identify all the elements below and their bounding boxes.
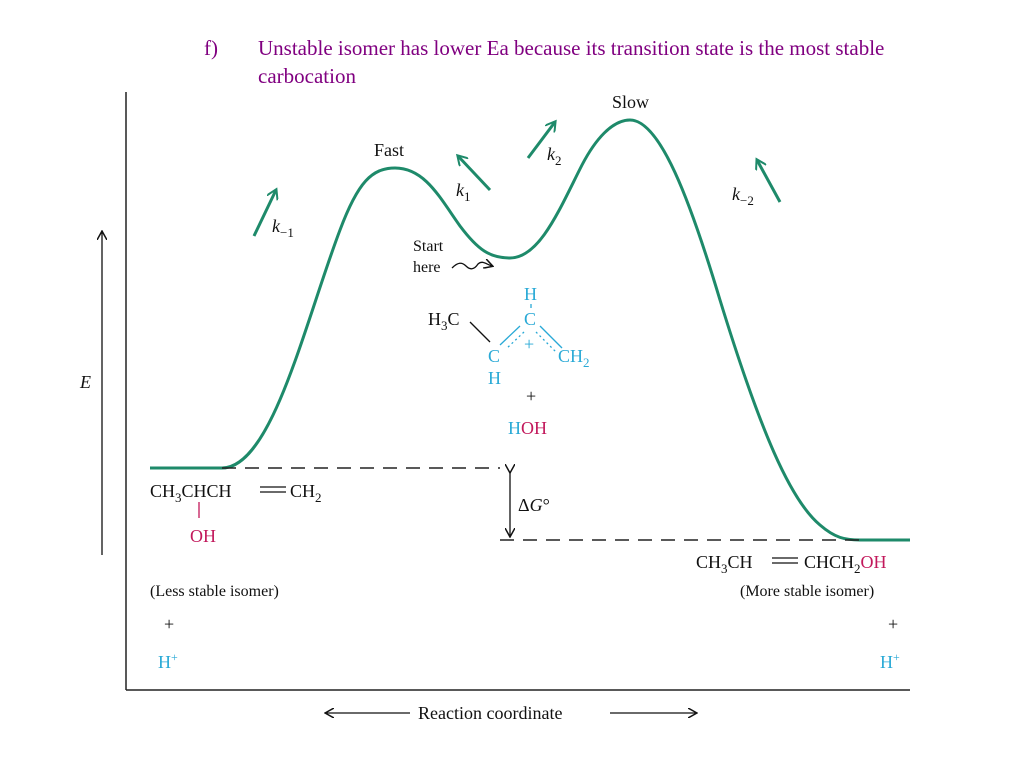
right-isomer-tail: CHCH2OH xyxy=(804,552,887,576)
top-c-label: C xyxy=(524,309,536,329)
k2-arrow xyxy=(526,122,555,159)
start-here-label-1: Start xyxy=(413,238,444,255)
k1-arrow xyxy=(458,156,492,192)
k1-label: k1 xyxy=(456,180,471,204)
bullet-text: Unstable isomer has lower Ea because its… xyxy=(258,36,885,88)
energy-axis-label: E xyxy=(79,372,91,392)
left-c-label: C xyxy=(488,346,500,366)
right-isomer-formula: CH3CH xyxy=(696,552,753,576)
bullet-marker: f) xyxy=(204,36,218,60)
k-minus1-label: k−1 xyxy=(272,216,294,240)
left-isomer-ch2: CH2 xyxy=(290,481,322,505)
start-here-squiggle-arrow xyxy=(451,262,492,270)
water-formula: HOH xyxy=(508,418,547,438)
right-h-ion: H+ xyxy=(880,650,900,672)
energy-curve xyxy=(150,118,910,542)
carbocation-structure: H3C H C + CH2 C H xyxy=(428,284,590,388)
delta-g-label: ΔG° xyxy=(518,495,550,515)
left-h-ion: H+ xyxy=(158,650,178,672)
start-here-label-2: here xyxy=(413,259,441,276)
reaction-coordinate-label: Reaction coordinate xyxy=(418,703,562,723)
k-minus2-arrow xyxy=(757,160,782,203)
k2-label: k2 xyxy=(547,144,562,168)
right-plus: + xyxy=(888,614,898,634)
right-isomer-caption: (More stable isomer) xyxy=(740,583,874,600)
k-minus1-arrow xyxy=(252,190,276,237)
ch2-label: CH2 xyxy=(558,346,590,370)
left-h-label: H xyxy=(488,368,501,388)
left-isomer-caption: (Less stable isomer) xyxy=(150,583,279,600)
slow-label: Slow xyxy=(612,92,649,112)
k-minus2-label: k−2 xyxy=(732,184,754,208)
left-plus: + xyxy=(164,614,174,634)
h3c-label: H3C xyxy=(428,309,460,333)
water-plus: + xyxy=(526,386,536,406)
top-h-label: H xyxy=(524,284,537,304)
left-isomer-formula: CH3CHCH xyxy=(150,481,232,505)
carbocation-plus: + xyxy=(524,334,534,354)
left-isomer-oh: OH xyxy=(190,526,216,546)
fast-label: Fast xyxy=(374,140,404,160)
